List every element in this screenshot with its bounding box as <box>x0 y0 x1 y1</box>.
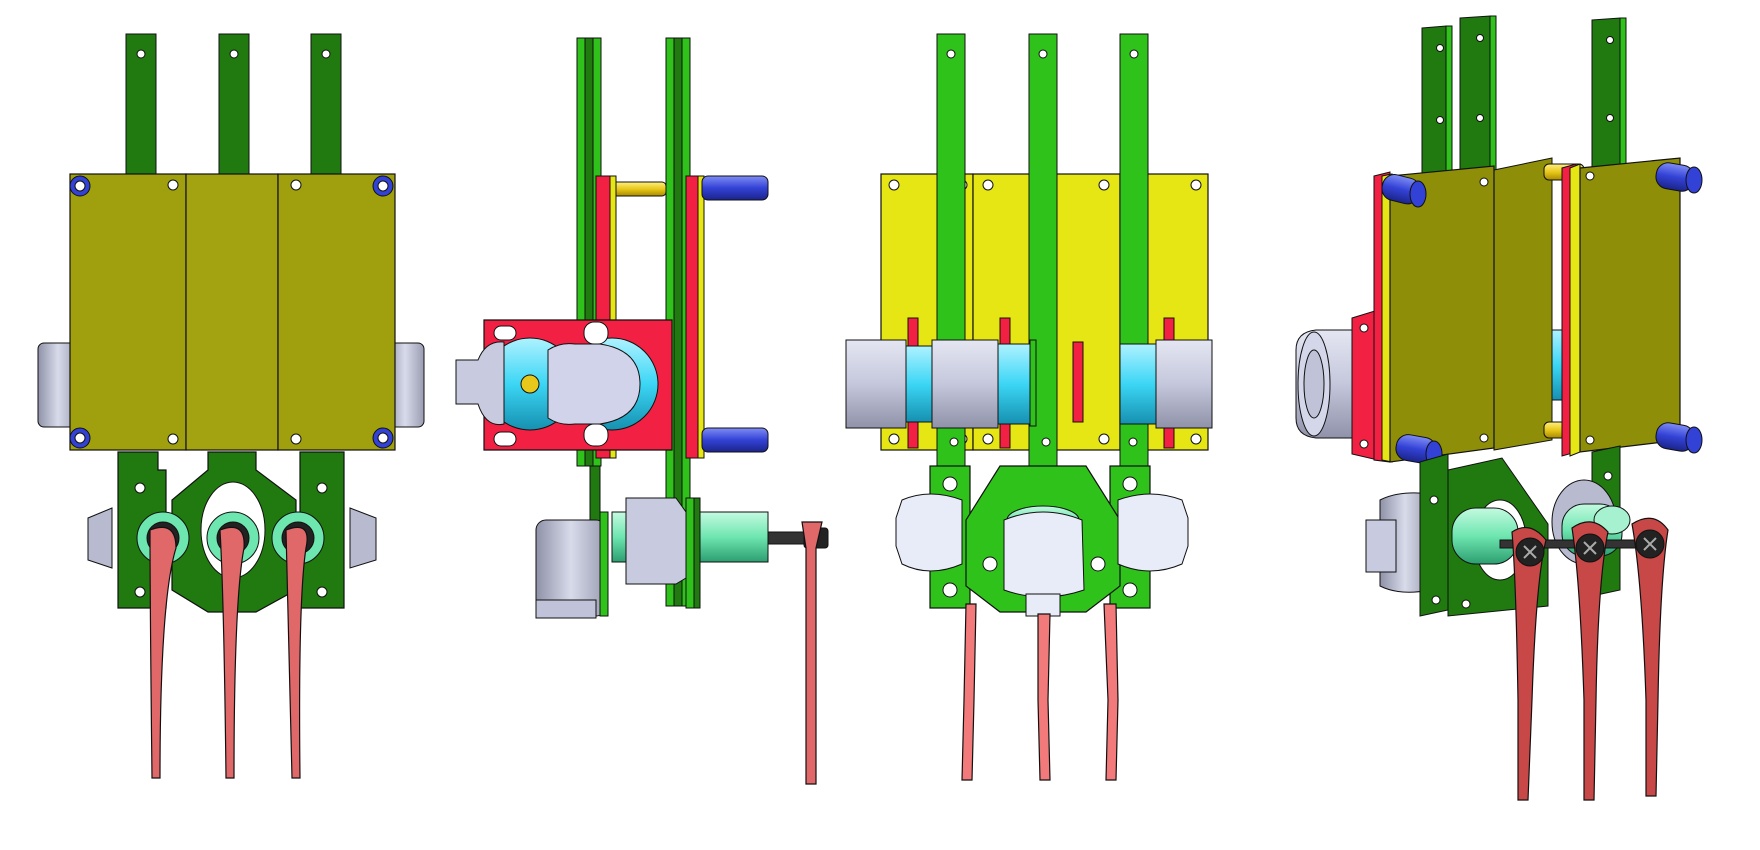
rear-left-cap <box>895 493 963 572</box>
iso-fingers <box>1511 517 1669 801</box>
iso-back-plate <box>1493 157 1553 451</box>
front-fingers <box>149 526 308 779</box>
side-view <box>455 37 829 785</box>
rear-right-motor <box>1155 339 1213 429</box>
iso-right-plate <box>1579 157 1681 453</box>
side-motor-hex <box>625 497 687 585</box>
rear-left-motor <box>845 339 907 429</box>
iso-lower-bracket-left <box>1419 453 1449 617</box>
side-motor-face <box>455 341 505 426</box>
rear-center-left-motor <box>931 339 999 429</box>
side-lavender-cap <box>547 343 641 425</box>
side-gold-rod <box>609 181 667 197</box>
isometric-view <box>1295 15 1703 801</box>
side-blue-standoff-top <box>701 175 769 201</box>
rear-right-cap <box>1117 493 1189 572</box>
rear-fingers <box>961 603 1119 781</box>
side-finger <box>801 521 823 785</box>
side-blue-standoff-bottom <box>701 427 769 453</box>
front-lower-housings <box>87 507 377 569</box>
rear-center-cap <box>1003 511 1085 598</box>
front-view <box>37 33 425 779</box>
rear-view <box>845 33 1213 781</box>
front-blue-bolts <box>69 175 394 449</box>
iso-left-plate <box>1389 165 1495 463</box>
front-olive-plates <box>69 173 396 451</box>
